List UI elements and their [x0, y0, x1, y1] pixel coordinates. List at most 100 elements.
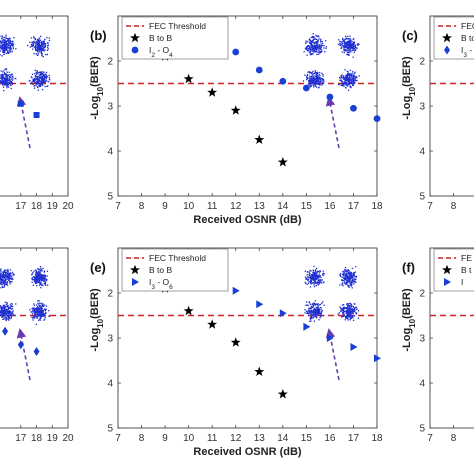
constellation-point [310, 275, 312, 277]
constellation-point [349, 313, 351, 316]
constellation-point [319, 48, 322, 50]
constellation-point [43, 81, 45, 83]
constellation-point [315, 85, 317, 87]
constellation-point [305, 42, 307, 44]
constellation-point [12, 77, 14, 79]
constellation-point [325, 47, 327, 49]
x-tick-label: 10 [183, 433, 195, 444]
constellation-point [10, 317, 12, 319]
constellation-point [339, 77, 341, 80]
constellation-point [350, 306, 353, 308]
constellation-point [319, 51, 321, 53]
data-point [277, 389, 288, 399]
constellation-point [3, 45, 5, 47]
x-tick-label: 15 [301, 201, 313, 212]
constellation-point [32, 307, 35, 310]
constellation-point [33, 53, 35, 55]
constellation-point [347, 85, 349, 87]
constellation-point [8, 80, 10, 82]
constellation-point [312, 270, 314, 272]
constellation-point [313, 278, 315, 281]
constellation-point [344, 319, 346, 321]
constellation-point [4, 84, 6, 86]
constellation-point [4, 81, 6, 83]
constellation-point [36, 44, 38, 46]
x-tick-label: 18 [31, 201, 43, 212]
constellation-point [312, 53, 314, 55]
constellation-point [323, 80, 325, 82]
constellation-point [47, 44, 49, 46]
constellation-point [40, 85, 42, 87]
constellation-point [36, 271, 39, 274]
constellation-point [1, 310, 3, 312]
constellation-point [308, 271, 310, 273]
constellation-point [313, 274, 315, 276]
constellation-point [352, 39, 354, 41]
constellation-point [42, 274, 44, 276]
x-tick-label: 7 [427, 201, 433, 212]
constellation-point [317, 306, 319, 308]
constellation-point [310, 314, 313, 316]
constellation-point [351, 77, 353, 80]
constellation-point [305, 40, 307, 42]
constellation-point [44, 304, 46, 306]
constellation-point [353, 310, 355, 313]
constellation-point [34, 46, 36, 48]
constellation-point [5, 84, 7, 86]
constellation-point [315, 83, 317, 85]
constellation-point [33, 311, 35, 314]
constellation-point [35, 304, 38, 306]
constellation-point [3, 81, 5, 83]
constellation-point [348, 315, 350, 317]
constellation-point [344, 75, 346, 77]
constellation-point [9, 79, 11, 81]
constellation-point [353, 42, 355, 44]
constellation-point [353, 281, 355, 283]
constellation-point [317, 75, 319, 77]
constellation-point [3, 82, 5, 85]
x-tick-label: 16 [324, 201, 336, 212]
constellation-point [353, 278, 356, 280]
constellation-point [342, 282, 344, 284]
constellation-point [307, 314, 310, 316]
constellation-point [0, 307, 3, 309]
constellation-point [309, 272, 311, 274]
constellation-point [354, 50, 356, 52]
constellation-point [312, 282, 314, 284]
constellation-point [321, 49, 323, 51]
constellation-point [316, 316, 318, 318]
constellation-point [33, 80, 35, 82]
constellation-point [349, 40, 351, 42]
constellation-point [6, 284, 9, 286]
constellation-point [8, 47, 11, 49]
constellation-point [40, 41, 43, 43]
constellation-point [355, 281, 357, 283]
constellation-point [348, 276, 350, 278]
constellation-point [346, 280, 348, 282]
constellation-point [315, 272, 318, 275]
constellation-point [352, 84, 354, 86]
constellation-point [307, 48, 310, 50]
constellation-point [322, 272, 325, 274]
constellation-point [0, 280, 2, 282]
constellation-point [346, 304, 348, 306]
data-point [279, 309, 287, 318]
constellation-point [352, 83, 354, 85]
constellation-point [349, 309, 351, 311]
constellation-point [306, 74, 308, 77]
constellation-point [320, 314, 322, 316]
constellation-point [344, 281, 346, 283]
constellation-point [348, 46, 350, 48]
constellation-point [8, 42, 10, 44]
constellation-point [7, 39, 9, 41]
constellation-point [316, 42, 318, 44]
constellation-point [7, 317, 10, 319]
constellation-point [3, 283, 5, 285]
constellation-point [41, 309, 44, 312]
constellation-point [37, 46, 39, 49]
constellation-point [43, 270, 46, 272]
constellation-point [39, 82, 41, 84]
constellation-point [343, 82, 345, 84]
constellation-point [313, 48, 315, 51]
